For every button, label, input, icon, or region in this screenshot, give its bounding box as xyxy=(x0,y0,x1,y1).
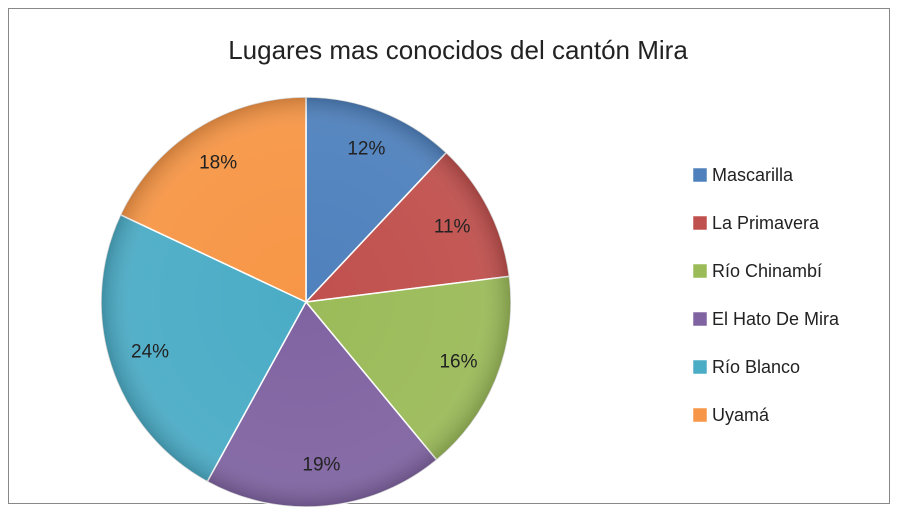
legend-swatch xyxy=(692,167,708,183)
legend-swatch xyxy=(692,359,708,375)
legend-swatch xyxy=(692,215,708,231)
legend-label: El Hato De Mira xyxy=(712,309,840,329)
data-label: 16% xyxy=(439,351,477,372)
legend-label: La Primavera xyxy=(712,213,820,233)
legend-swatch xyxy=(692,311,708,327)
legend-label: Mascarilla xyxy=(712,165,794,185)
pie xyxy=(100,96,512,508)
data-label: 12% xyxy=(347,139,385,160)
chart-title: Lugares mas conocidos del cantón Mira xyxy=(228,35,688,65)
legend-label: Río Chinambí xyxy=(712,261,822,281)
data-label: 19% xyxy=(302,454,340,475)
legend-swatch xyxy=(692,407,708,423)
legend-label: Río Blanco xyxy=(712,357,800,377)
legend-swatch xyxy=(692,263,708,279)
legend-label: Uyamá xyxy=(712,405,770,425)
data-label: 18% xyxy=(199,153,237,174)
data-label: 11% xyxy=(434,217,471,238)
data-label: 24% xyxy=(131,342,169,363)
